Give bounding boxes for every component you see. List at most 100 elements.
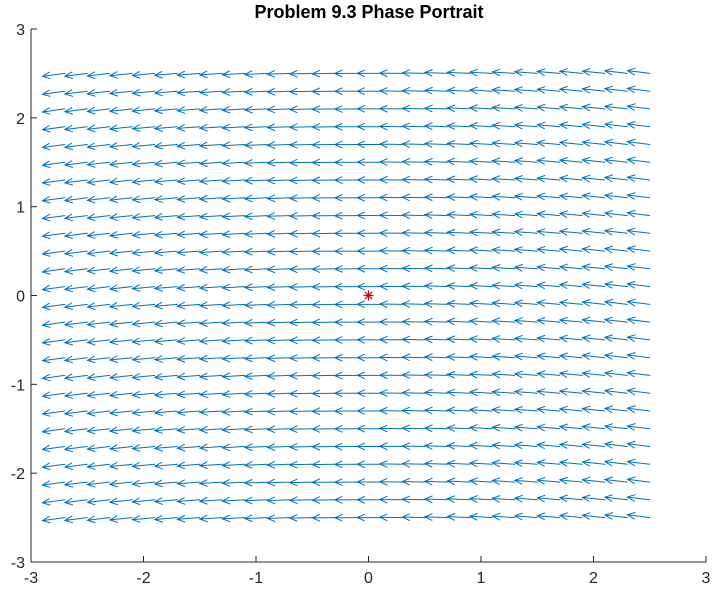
quiver-arrow [491,512,516,521]
quiver-arrow [378,353,403,362]
quiver-arrow [401,87,426,95]
quiver-arrow [131,355,156,363]
quiver-arrow [108,89,133,97]
quiver-arrow [288,407,313,416]
quiver-arrow [41,196,66,204]
quiver-arrow [536,228,561,236]
quiver-arrow [176,159,201,168]
quiver-arrow [176,124,201,132]
quiver-arrow [198,230,223,239]
quiver-arrow [378,282,403,291]
quiver-arrow [131,408,156,417]
quiver-arrow [176,337,201,345]
quiver-arrow [626,423,651,431]
quiver-arrow [243,390,268,398]
quiver-arrow [558,334,583,343]
quiver-arrow [108,71,133,79]
quiver-arrow [581,210,606,218]
quiver-arrow [558,139,583,147]
quiver-arrow [491,317,516,325]
quiver-arrow [603,156,628,165]
quiver-arrow [86,213,111,221]
quiver-arrow [311,283,336,291]
quiver-arrow [626,192,651,200]
quiver-arrow [63,462,88,470]
quiver-arrow [536,210,561,218]
x-tick-label: 0 [364,570,373,587]
quiver-arrow [41,391,66,399]
quiver-arrow [491,424,516,432]
quiver-arrow [288,212,313,220]
quiver-arrow [626,227,651,236]
quiver-arrow [401,175,426,184]
quiver-arrow [491,210,516,219]
quiver-arrow [198,283,223,292]
quiver-arrow [311,443,336,451]
quiver-arrow [333,105,358,113]
quiver-arrow [423,477,448,486]
quiver-arrow [243,301,268,309]
quiver-arrow [423,513,448,521]
quiver-arrow [198,70,223,79]
quiver-arrow [356,442,381,451]
quiver-arrow [513,68,538,76]
quiver-arrow [581,370,606,378]
quiver-arrow [41,320,66,328]
quiver-arrow [41,249,66,257]
quiver-arrow [558,299,583,307]
quiver-arrow [603,192,628,200]
quiver-arrow [536,512,561,520]
quiver-arrow [86,337,111,346]
quiver-arrow [491,228,516,237]
quiver-arrow [243,479,268,487]
quiver-arrow [603,334,628,342]
quiver-arrow [446,406,471,415]
quiver-arrow [311,265,336,273]
quiver-arrow [356,122,381,131]
quiver-arrow [423,211,448,219]
quiver-arrow [221,319,246,327]
quiver-arrow [86,89,111,97]
quiver-arrow [153,390,178,399]
quiver-arrow [63,178,88,186]
quiver-arrow [221,230,246,238]
quiver-arrow [446,388,471,397]
quiver-arrow [288,478,313,487]
quiver-arrow [311,478,336,486]
quiver-arrow [536,263,561,272]
quiver-arrow [131,426,156,434]
quiver-arrow [558,263,583,272]
quiver-arrow [41,125,66,133]
quiver-arrow [266,390,291,398]
quiver-arrow [423,371,448,379]
quiver-arrow [41,462,66,470]
quiver-arrow [378,264,403,273]
quiver-arrow [333,140,358,149]
quiver-arrow [356,478,381,486]
quiver-arrow [513,317,538,325]
quiver-arrow [311,514,336,522]
quiver-arrow [86,124,111,133]
quiver-arrow [603,405,628,413]
quiver-arrow [536,459,561,467]
quiver-arrow [378,389,403,397]
quiver-arrow [446,442,471,450]
quiver-arrow [221,372,246,380]
quiver-arrow [153,71,178,79]
quiver-arrow [288,496,313,504]
quiver-arrow [153,124,178,132]
quiver-arrow [603,387,628,396]
quiver-arrow [221,248,246,256]
quiver-arrow [446,459,471,468]
quiver-arrow [198,372,223,381]
quiver-arrow [266,194,291,203]
quiver-arrow [266,159,291,167]
quiver-arrow [266,407,291,416]
quiver-arrow [221,496,246,505]
quiver-arrow [446,353,471,361]
quiver-arrow [266,283,291,291]
quiver-arrow [86,231,111,239]
quiver-arrow [243,123,268,132]
quiver-arrow [626,352,651,360]
quiver-arrow [41,338,66,346]
